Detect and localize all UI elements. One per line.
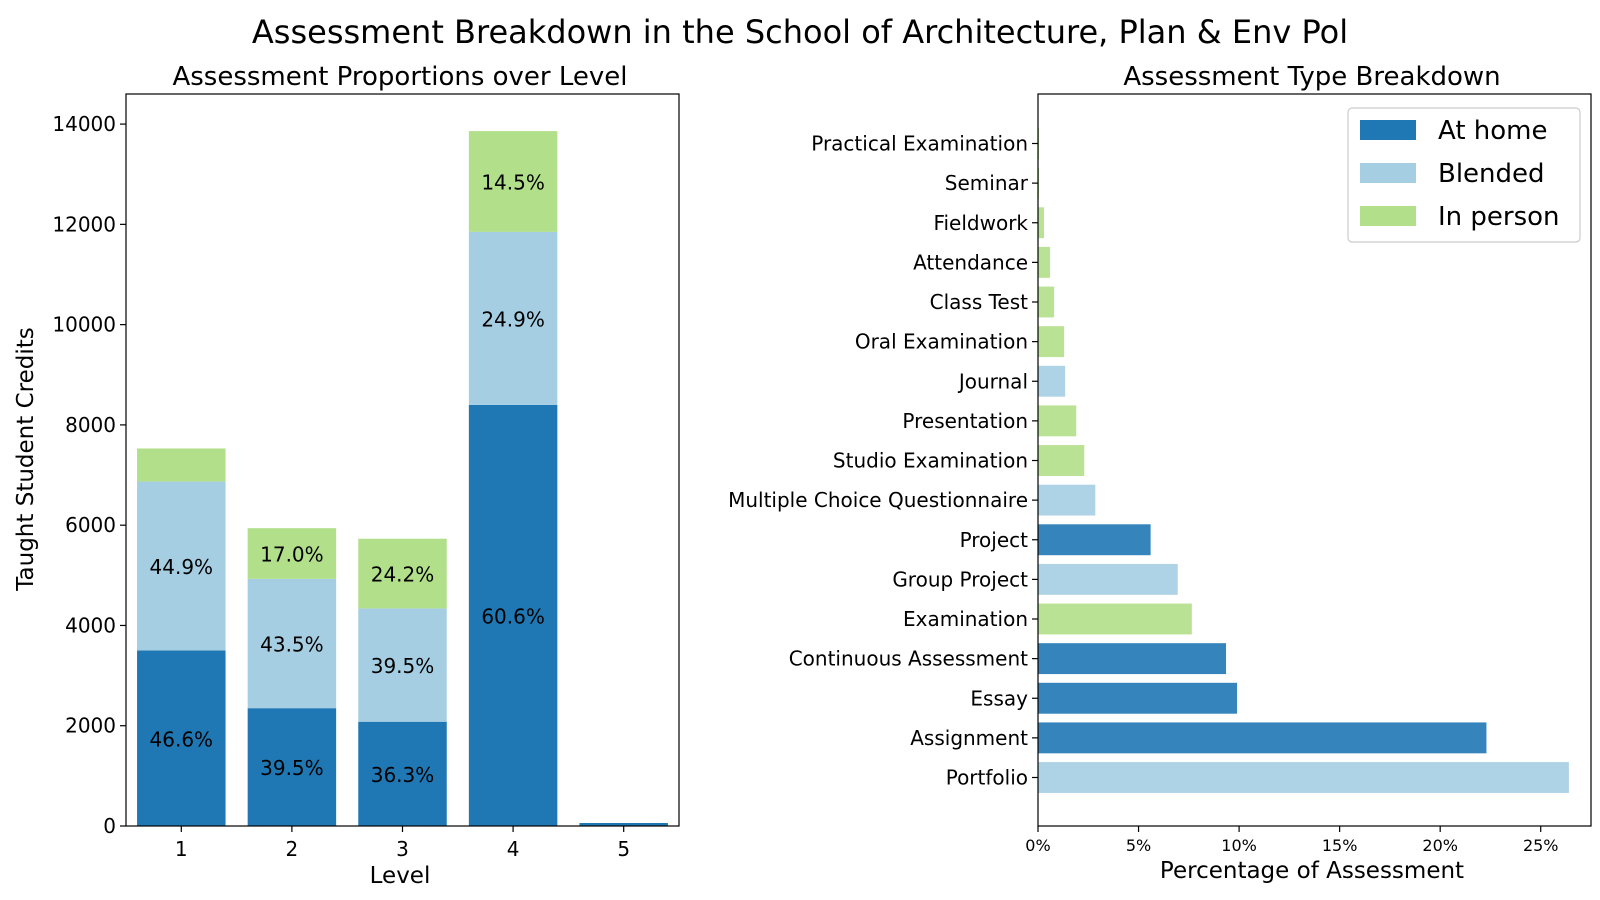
y-tick-label: 6000	[65, 513, 116, 537]
bar-segment-blended	[358, 608, 447, 722]
bar-segment-blended	[468, 231, 558, 405]
category-label: Examination	[903, 607, 1028, 631]
category-label: Attendance	[913, 250, 1028, 274]
bar-segment-home	[468, 404, 558, 826]
category-label: Class Test	[930, 290, 1029, 314]
left-chart-xlabel: Level	[370, 863, 431, 889]
bar-inperson	[1038, 445, 1085, 476]
category-label: Practical Examination	[811, 132, 1028, 156]
bar-segment-inperson	[468, 131, 558, 232]
y-tick-label: 8000	[65, 413, 116, 437]
bar-data-label: 24.2%	[371, 563, 435, 587]
left-chart-title: Assessment Proportions over Level	[172, 62, 627, 92]
right-chart-title: Assessment Type Breakdown	[1123, 62, 1500, 92]
category-label: Group Project	[892, 567, 1028, 591]
bar-inperson	[1038, 326, 1065, 358]
bar-data-label: 24.9%	[481, 307, 545, 331]
bar-data-label: 39.5%	[371, 654, 435, 678]
legend-swatch-blended	[1360, 163, 1416, 183]
legend: At home Blended In person	[1347, 107, 1581, 243]
left-chart-ylabel: Taught Student Credits	[13, 327, 39, 591]
left-plot-area: 0 2000 4000 6000 8000 10000 12000 14000 46.6% 39.…	[52, 93, 680, 861]
x-tick-label: 10%	[1221, 836, 1257, 855]
bar-data-label: 36.3%	[371, 763, 435, 787]
category-label: Continuous Assessment	[789, 647, 1028, 671]
x-tick-label: 4	[507, 837, 520, 861]
right-axes-frame	[1037, 93, 1592, 827]
bar-data-label: 17.0%	[260, 543, 324, 567]
bar-inperson	[1038, 405, 1077, 437]
category-label: Studio Examination	[833, 449, 1028, 473]
legend-label-home: At home	[1438, 116, 1548, 146]
category-label: Oral Examination	[855, 330, 1028, 354]
category-label: Multiple Choice Questionnaire	[728, 488, 1028, 512]
category-label: Seminar	[945, 171, 1029, 195]
bar-segment-home	[137, 650, 226, 826]
bar-segment-inperson	[247, 528, 337, 579]
bar-segment-home	[579, 822, 668, 826]
bar-segment-blended	[247, 578, 337, 709]
bar-data-label: 44.9%	[150, 555, 214, 579]
category-label: Assignment	[910, 726, 1028, 750]
legend-label-blended: Blended	[1438, 159, 1545, 189]
x-tick-label: 5	[617, 837, 630, 861]
x-tick-label: 2	[286, 837, 299, 861]
x-tick-label: 20%	[1422, 836, 1458, 855]
category-label: Essay	[970, 686, 1028, 710]
bar-blended	[1038, 365, 1066, 397]
y-tick-label: 2000	[65, 714, 116, 738]
bar-blended	[1038, 762, 1569, 793]
x-tick-label: 3	[396, 837, 409, 861]
bar-home	[1038, 643, 1227, 675]
x-tick-label: 15%	[1322, 836, 1358, 855]
y-tick-label: 14000	[52, 112, 116, 136]
bar-inperson	[1038, 286, 1055, 318]
right-chart-xlabel: Percentage of Assessment	[1160, 858, 1464, 884]
legend-swatch-inperson	[1360, 206, 1416, 226]
bar-data-label: 46.6%	[150, 727, 214, 751]
bar-segment-home	[358, 721, 447, 826]
bar-home	[1038, 722, 1487, 754]
bar-blended	[1038, 563, 1178, 595]
bar-home	[1038, 524, 1151, 556]
y-tick-label: 12000	[52, 212, 116, 236]
stacked-bar-chart: Assessment Proportions over Level Level …	[13, 62, 680, 889]
bar-data-label: 14.5%	[481, 170, 545, 194]
x-tick-label: 0%	[1025, 836, 1050, 855]
bar-data-label: 39.5%	[260, 756, 324, 780]
bar-home	[1038, 682, 1238, 714]
bar-data-label: 60.6%	[481, 604, 545, 628]
y-tick-label: 10000	[52, 313, 116, 337]
y-tick-label: 0	[103, 814, 116, 838]
legend-label-inperson: In person	[1438, 202, 1560, 232]
legend-swatch-home	[1360, 120, 1416, 140]
category-label: Portfolio	[946, 766, 1028, 790]
bar-blended	[1038, 484, 1096, 516]
category-label: Fieldwork	[933, 211, 1028, 235]
bar-inperson	[1038, 603, 1192, 635]
bar-segment-inperson	[358, 538, 447, 609]
category-label: Journal	[957, 369, 1028, 393]
y-tick-label: 4000	[65, 613, 116, 637]
bar-inperson	[1038, 246, 1051, 278]
left-axes-frame	[125, 93, 680, 827]
bar-data-label: 43.5%	[260, 633, 324, 657]
bar-inperson	[1038, 207, 1045, 239]
right-plot-area: Practical Examination Seminar Fieldwork Att…	[728, 93, 1592, 855]
category-label: Presentation	[902, 409, 1028, 433]
horizontal-bar-chart: Assessment Type Breakdown Percentage of …	[728, 62, 1592, 884]
bar-segment-home	[247, 708, 337, 826]
x-tick-label: 25%	[1523, 836, 1559, 855]
figure-title: Assessment Breakdown in the School of Ar…	[252, 13, 1348, 51]
bar-segment-inperson	[137, 448, 226, 482]
x-tick-label: 1	[175, 837, 188, 861]
bar-segment-blended	[137, 481, 226, 651]
category-label: Project	[960, 528, 1029, 552]
x-tick-label: 5%	[1126, 836, 1151, 855]
